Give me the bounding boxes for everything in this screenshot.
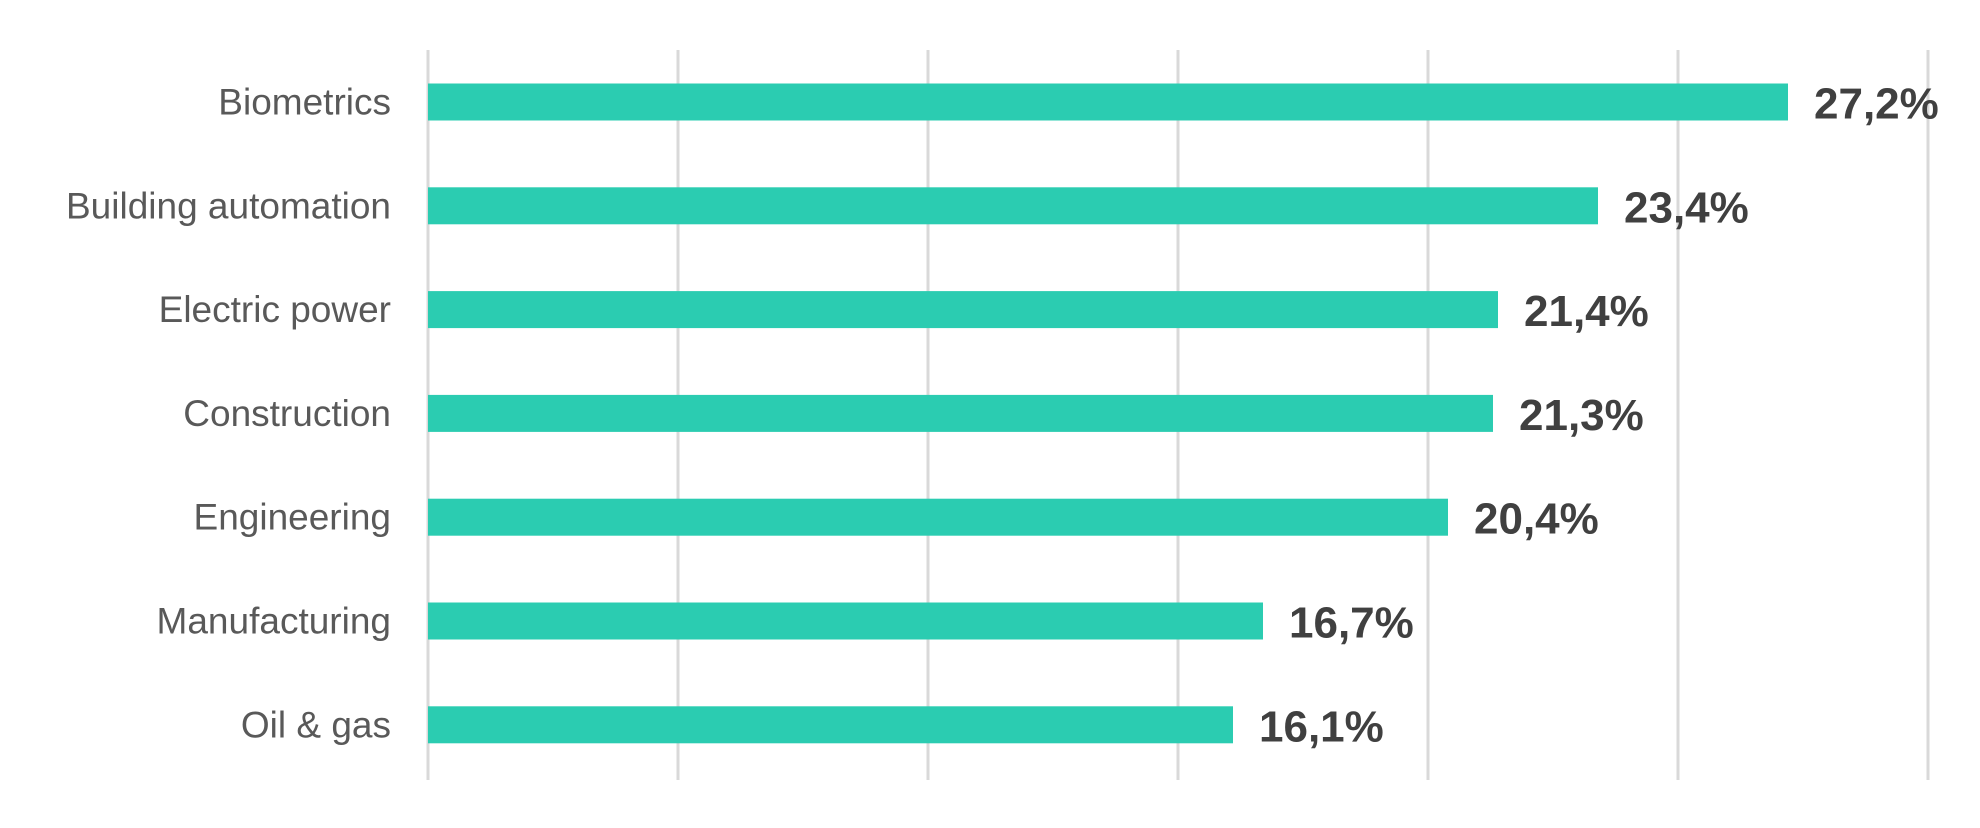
category-label: Building automation [66, 185, 391, 226]
bar [428, 291, 1498, 329]
bar [428, 394, 1493, 432]
category-label: Biometrics [218, 82, 391, 123]
data-label: 21,3% [1519, 391, 1644, 440]
data-label: 16,1% [1259, 702, 1384, 751]
data-label: 20,4% [1474, 495, 1599, 544]
data-label: 16,7% [1289, 599, 1414, 648]
data-label: 23,4% [1624, 183, 1749, 232]
bar [428, 706, 1233, 744]
category-labels: Biometrics Building automation Electric po… [66, 82, 391, 746]
value-labels: 27,2% 23,4% 21,4% 21,3% 20,4% 16,7% 16,1% [1259, 80, 1939, 752]
category-label: Engineering [194, 497, 391, 538]
bar [428, 602, 1263, 640]
data-label: 27,2% [1814, 80, 1939, 129]
category-label: Oil & gas [241, 704, 391, 745]
bar [428, 498, 1448, 536]
bar [428, 187, 1598, 225]
data-label: 21,4% [1524, 287, 1649, 336]
category-label: Manufacturing [157, 601, 391, 642]
bar [428, 83, 1788, 121]
bars [428, 83, 1788, 744]
category-label: Construction [183, 393, 391, 434]
category-label: Electric power [159, 289, 391, 330]
